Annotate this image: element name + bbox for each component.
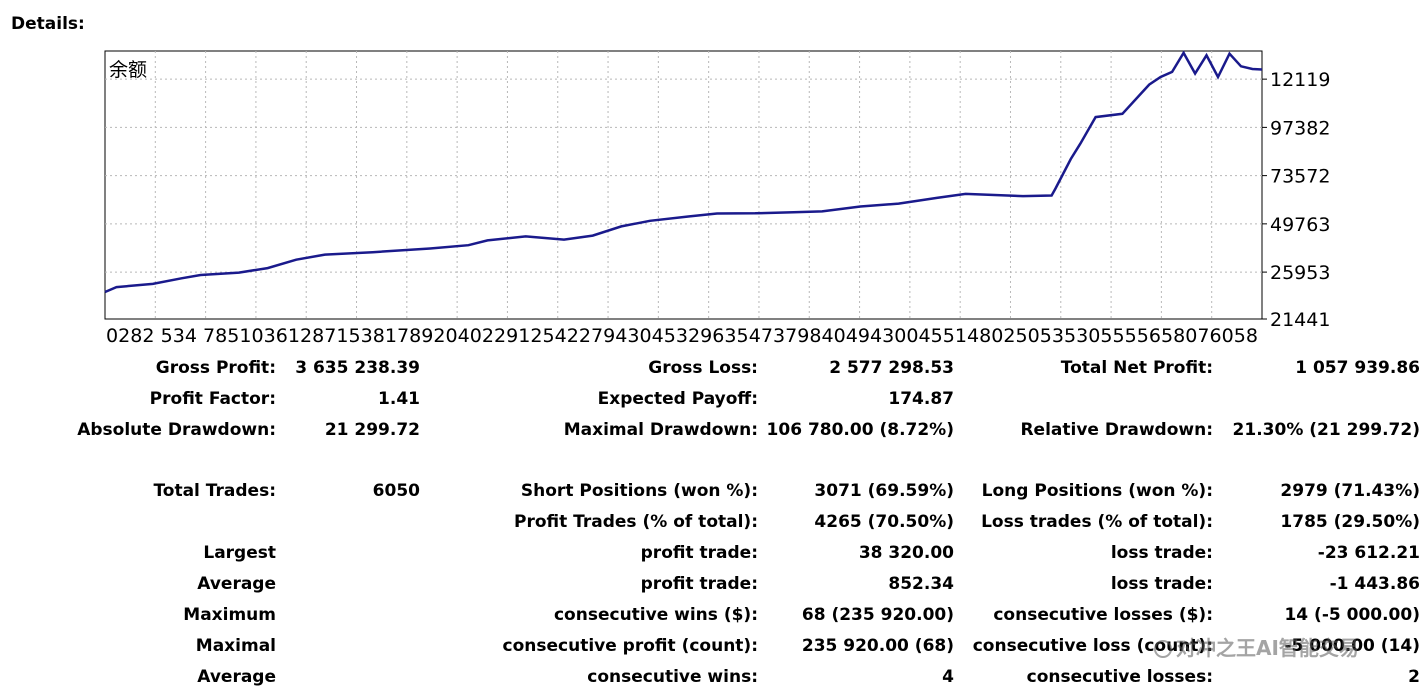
- stats-row: Largest profit trade: 38 320.00 loss tra…: [0, 537, 1428, 568]
- relative-drawdown-label: Relative Drawdown:: [1020, 419, 1213, 440]
- empty-cell: [284, 568, 428, 599]
- average-label: Average: [197, 573, 276, 594]
- empty-cell: [1221, 383, 1428, 414]
- max-consecutive-wins-value: 68 (235 920.00): [801, 604, 954, 625]
- maximal-drawdown-label: Maximal Drawdown:: [563, 419, 758, 440]
- max-consecutive-wins-label: consecutive wins ($):: [553, 604, 758, 625]
- total-net-profit-label: Total Net Profit:: [1060, 357, 1213, 378]
- profit-trades-value: 4265 (70.50%): [814, 511, 954, 532]
- maximal-consecutive-loss-value: -5 000.00 (14): [1284, 635, 1420, 656]
- stats-row: Maximum consecutive wins ($): 68 (235 92…: [0, 599, 1428, 630]
- y-tick-label: 49763: [1270, 214, 1330, 236]
- stats-row: Average consecutive wins: 4 consecutive …: [0, 661, 1428, 692]
- empty-cell: [284, 630, 428, 661]
- profit-trades-label: Profit Trades (% of total):: [513, 511, 758, 532]
- y-tick-label: 12119: [1270, 69, 1330, 91]
- maximal-drawdown-value: 106 780.00 (8.72%): [766, 419, 954, 440]
- total-net-profit-value: 1 057 939.86: [1295, 357, 1420, 378]
- largest-label: Largest: [203, 542, 276, 563]
- maximal-label: Maximal: [195, 635, 276, 656]
- stats-row: Maximal consecutive profit (count): 235 …: [0, 630, 1428, 661]
- maximum-label: Maximum: [183, 604, 276, 625]
- details-heading: Details:: [11, 14, 85, 34]
- empty-cell: [284, 661, 428, 692]
- maximal-consecutive-loss-label: consecutive loss (count):: [972, 635, 1213, 656]
- stats-spacer-row: [0, 445, 1428, 475]
- loss-trades-value: 1785 (29.50%): [1280, 511, 1420, 532]
- average-consecutive-wins-label: consecutive wins:: [587, 666, 758, 687]
- average-profit-trade-label: profit trade:: [640, 573, 758, 594]
- average-loss-trade-value: -1 443.86: [1329, 573, 1420, 594]
- max-consecutive-losses-value: 14 (-5 000.00): [1284, 604, 1420, 625]
- absolute-drawdown-label: Absolute Drawdown:: [77, 419, 276, 440]
- gross-profit-label: Gross Profit:: [155, 357, 276, 378]
- gross-profit-value: 3 635 238.39: [295, 357, 420, 378]
- balance-series-line: [104, 50, 1263, 294]
- y-tick-label: 21441: [1270, 309, 1330, 331]
- average-consecutive-label: Average: [197, 666, 276, 687]
- stats-table: Gross Profit: 3 635 238.39 Gross Loss: 2…: [0, 352, 1428, 692]
- empty-cell: [284, 537, 428, 568]
- total-trades-label: Total Trades:: [153, 480, 276, 501]
- y-tick-label: 97382: [1270, 117, 1330, 139]
- stats-row: Profit Factor: 1.41 Expected Payoff: 174…: [0, 383, 1428, 414]
- expected-payoff-value: 174.87: [888, 388, 954, 409]
- average-consecutive-wins-value: 4: [942, 666, 954, 687]
- largest-loss-trade-label: loss trade:: [1110, 542, 1213, 563]
- gross-loss-value: 2 577 298.53: [829, 357, 954, 378]
- stats-row: Average profit trade: 852.34 loss trade:…: [0, 568, 1428, 599]
- largest-loss-trade-value: -23 612.21: [1317, 542, 1420, 563]
- profit-factor-value: 1.41: [378, 388, 420, 409]
- average-loss-trade-label: loss trade:: [1110, 573, 1213, 594]
- largest-profit-trade-value: 38 320.00: [858, 542, 954, 563]
- profit-factor-label: Profit Factor:: [149, 388, 276, 409]
- max-consecutive-losses-label: consecutive losses ($):: [993, 604, 1213, 625]
- chart-plot-area: [104, 50, 1263, 320]
- stats-row: Total Trades: 6050 Short Positions (won …: [0, 475, 1428, 506]
- empty-cell: [284, 599, 428, 630]
- total-trades-value: 6050: [372, 480, 420, 501]
- average-consecutive-losses-label: consecutive losses:: [1026, 666, 1213, 687]
- stats-row: Absolute Drawdown: 21 299.72 Maximal Dra…: [0, 414, 1428, 445]
- short-positions-label: Short Positions (won %):: [520, 480, 758, 501]
- empty-cell: [284, 506, 428, 537]
- relative-drawdown-value: 21.30% (21 299.72): [1232, 419, 1420, 440]
- maximal-consecutive-profit-value: 235 920.00 (68): [801, 635, 954, 656]
- chart-title-label: 余额: [109, 59, 147, 81]
- average-consecutive-losses-value: 2: [1408, 666, 1420, 687]
- empty-cell: [962, 383, 1221, 414]
- empty-cell: [0, 506, 284, 537]
- long-positions-value: 2979 (71.43%): [1280, 480, 1420, 501]
- loss-trades-label: Loss trades (% of total):: [981, 511, 1213, 532]
- stats-row: Profit Trades (% of total): 4265 (70.50%…: [0, 506, 1428, 537]
- expected-payoff-label: Expected Payoff:: [597, 388, 758, 409]
- maximal-consecutive-profit-label: consecutive profit (count):: [502, 635, 758, 656]
- stats-row: Gross Profit: 3 635 238.39 Gross Loss: 2…: [0, 352, 1428, 383]
- short-positions-value: 3071 (69.59%): [814, 480, 954, 501]
- y-tick-label: 73572: [1270, 166, 1330, 188]
- gross-loss-label: Gross Loss:: [648, 357, 758, 378]
- long-positions-label: Long Positions (won %):: [981, 480, 1213, 501]
- largest-profit-trade-label: profit trade:: [640, 542, 758, 563]
- x-axis-tick-labels: 0282 534 7851036128715381789204022912542…: [106, 325, 1258, 347]
- y-axis-ticks: 12119 97382 73572 49763 25953 21441: [1262, 69, 1330, 331]
- y-tick-label: 25953: [1270, 262, 1330, 284]
- absolute-drawdown-value: 21 299.72: [324, 419, 420, 440]
- balance-chart: 12119 97382 73572 49763 25953 21441 余额 0282 5…: [104, 50, 1330, 347]
- average-profit-trade-value: 852.34: [888, 573, 954, 594]
